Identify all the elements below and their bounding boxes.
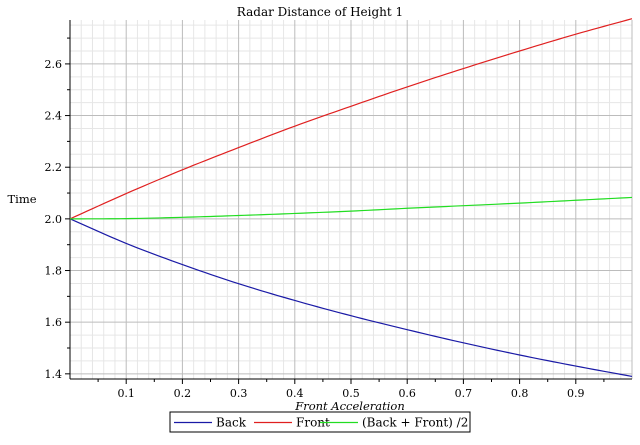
y-axis-label: Time: [7, 192, 36, 206]
y-tick-label: 2.4: [45, 110, 63, 123]
series-lines: [69, 18, 633, 378]
legend-label: Front: [296, 416, 330, 430]
y-tick-label: 1.6: [45, 316, 63, 329]
legend-label: (Back + Front) /2: [362, 416, 468, 430]
chart-title: Radar Distance of Height 1: [237, 5, 403, 19]
y-tick-label: 2.0: [45, 213, 63, 226]
y-tick-label: 1.4: [45, 368, 63, 381]
tick-labels: 0.1 0.2 0.3 0.4 0.5 0.6 0.7 0.8 0.9 1.4 1.6 1.8 2.0 2…: [45, 58, 585, 400]
grid: [70, 20, 633, 379]
x-tick-label: 0.5: [342, 387, 360, 400]
axes: [65, 20, 632, 384]
x-tick-label: 0.8: [511, 387, 529, 400]
x-axis-label: Front Acceleration: [294, 399, 405, 413]
y-tick-label: 2.2: [45, 161, 63, 174]
x-tick-label: 0.2: [174, 387, 192, 400]
x-tick-label: 0.9: [567, 387, 585, 400]
x-tick-label: 0.6: [398, 387, 416, 400]
legend-label: Back: [216, 416, 247, 430]
x-tick-label: 0.4: [286, 387, 304, 400]
legend: Back Front (Back + Front) /2: [169, 411, 471, 433]
y-tick-label: 2.6: [45, 58, 63, 71]
y-tick-label: 1.8: [45, 265, 63, 278]
series-line-front: [69, 18, 633, 220]
x-tick-label: 0.3: [230, 387, 248, 400]
series-line-back-front-2: [69, 196, 633, 220]
x-tick-label: 0.1: [117, 387, 135, 400]
series-line-back: [69, 218, 633, 378]
x-tick-label: 0.7: [455, 387, 473, 400]
